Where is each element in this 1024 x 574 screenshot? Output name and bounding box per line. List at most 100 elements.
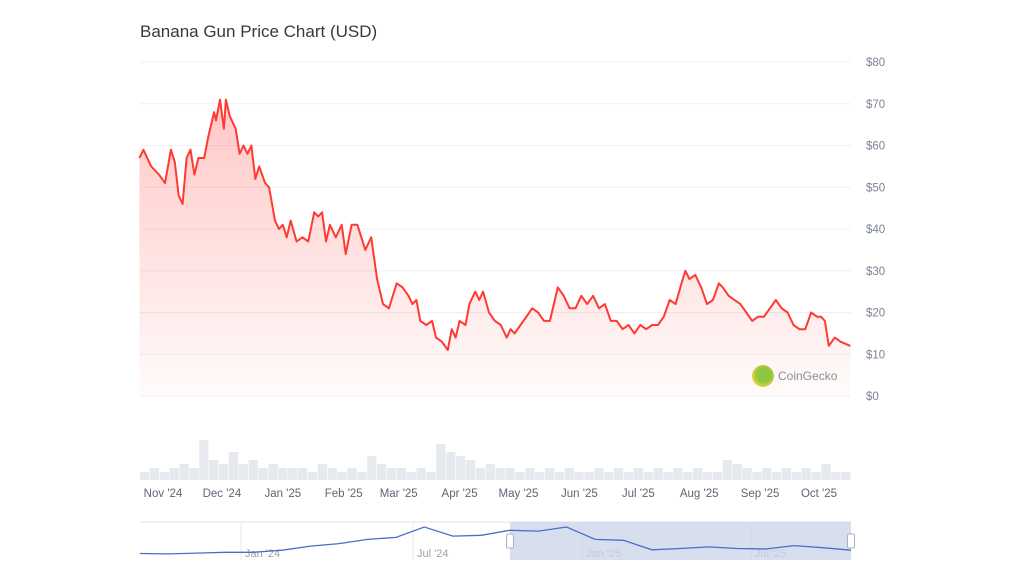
volume-bar: [337, 472, 347, 480]
volume-bar: [702, 472, 713, 480]
volume-bar: [219, 464, 229, 480]
volume-bar: [643, 472, 653, 480]
x-tick-label: Mar '25: [380, 488, 418, 500]
volume-bar: [386, 468, 397, 480]
volume-bar: [554, 472, 565, 480]
coingecko-logo-icon: [752, 365, 774, 387]
volume-bar: [831, 472, 841, 480]
x-tick-label: Oct '25: [801, 488, 837, 500]
volume-bar: [525, 468, 535, 480]
volume-bar: [456, 456, 466, 480]
y-tick-label: $60: [866, 141, 885, 153]
volume-bar: [732, 464, 742, 480]
volume-bar: [742, 468, 752, 480]
coingecko-watermark: CoinGecko: [752, 365, 837, 387]
y-tick-label: $40: [866, 224, 885, 236]
y-tick-label: $70: [866, 99, 885, 111]
volume-bar: [623, 472, 634, 480]
volume-bar: [140, 472, 150, 480]
volume-bar: [673, 468, 683, 480]
x-tick-label: Jun '25: [561, 488, 598, 500]
volume-bar: [367, 456, 377, 480]
watermark-text: CoinGecko: [778, 369, 838, 383]
volume-bar: [544, 468, 555, 480]
volume-bar: [762, 468, 772, 480]
x-tick-label: Sep '25: [741, 488, 780, 500]
volume-bar: [485, 464, 495, 480]
y-tick-label: $20: [866, 308, 885, 320]
volume-bar: [574, 472, 584, 480]
volume-bar: [317, 464, 328, 480]
volume-bar: [189, 468, 199, 480]
volume-bar: [436, 444, 446, 480]
volume-bar: [357, 472, 367, 480]
x-tick-label: Dec '24: [203, 488, 242, 500]
volume-bar: [426, 472, 436, 480]
volume-bar: [495, 468, 505, 480]
volume-bar: [149, 468, 160, 480]
volume-bar: [564, 468, 574, 480]
volume-bar: [821, 464, 831, 480]
navigator-handle-right[interactable]: [847, 533, 855, 549]
volume-bar: [416, 468, 426, 480]
volume-bar: [347, 468, 357, 480]
y-tick-label: $50: [866, 182, 885, 194]
price-line: [138, 98, 851, 352]
x-tick-label: Jul '25: [622, 488, 655, 500]
volume-bar: [594, 468, 604, 480]
volume-bar: [791, 472, 802, 480]
volume-bar: [801, 468, 811, 480]
volume-bar: [515, 472, 525, 480]
volume-bar: [278, 468, 288, 480]
x-tick-label: Apr '25: [442, 488, 478, 500]
price-area: [139, 99, 851, 396]
volume-bar: [238, 464, 249, 480]
volume-bar: [228, 452, 239, 480]
x-tick-label: Jan '25: [264, 488, 301, 500]
navigator-tick-label: Jan '24: [245, 548, 280, 560]
volume-bar: [752, 472, 762, 480]
volume-bar: [712, 472, 723, 480]
volume-bar: [179, 464, 189, 480]
y-tick-label: $0: [866, 391, 879, 403]
volume-bar: [505, 468, 515, 480]
volume-bar: [781, 468, 792, 480]
volume-bar: [159, 472, 170, 480]
volume-bar: [614, 468, 624, 480]
navigator-handle-left[interactable]: [506, 533, 514, 549]
volume-bar: [584, 472, 594, 480]
x-tick-label: Aug '25: [680, 488, 719, 500]
volume-bar: [209, 460, 219, 480]
y-tick-label: $30: [866, 266, 885, 278]
volume-bar: [683, 472, 693, 480]
volume-bar: [377, 464, 387, 480]
volume-bar: [535, 472, 545, 480]
volume-bar: [693, 468, 703, 480]
x-tick-label: May '25: [499, 488, 539, 500]
volume-bar: [604, 472, 614, 480]
volume-bar: [811, 472, 821, 480]
volume-bar: [307, 472, 318, 480]
volume-bar: [772, 472, 782, 480]
navigator-line: [139, 526, 852, 555]
x-tick-label: Feb '25: [325, 488, 363, 500]
volume-bar: [199, 440, 209, 480]
navigator-selection[interactable]: [510, 522, 851, 560]
volume-bar: [268, 464, 278, 480]
volume-bar: [169, 468, 179, 480]
volume-bar: [406, 472, 416, 480]
volume-bar: [722, 460, 732, 480]
navigator-tick-label: Jul '24: [417, 548, 448, 560]
volume-bar: [653, 468, 663, 480]
chart-title: Banana Gun Price Chart (USD): [140, 22, 378, 41]
x-tick-label: Nov '24: [144, 488, 183, 500]
volume-bar: [248, 460, 258, 480]
volume-bar: [841, 472, 851, 480]
volume-bar: [663, 472, 673, 480]
volume-bar: [396, 468, 407, 480]
volume-bar: [633, 468, 644, 480]
y-tick-label: $80: [866, 57, 885, 69]
y-tick-label: $10: [866, 349, 885, 361]
volume-bar: [298, 468, 308, 480]
